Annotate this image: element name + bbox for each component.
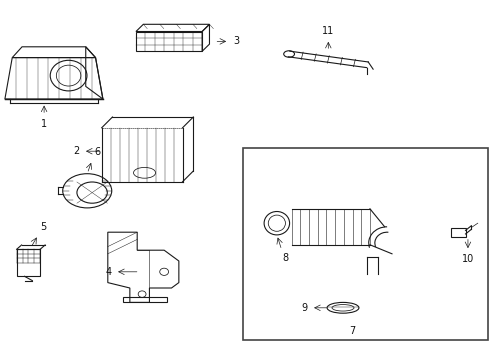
Bar bbox=[243, 148, 488, 340]
Text: 9: 9 bbox=[301, 303, 307, 313]
Text: 1: 1 bbox=[41, 119, 47, 129]
Text: 11: 11 bbox=[322, 26, 335, 36]
Text: 10: 10 bbox=[462, 254, 474, 264]
Text: 8: 8 bbox=[283, 253, 289, 263]
Text: 6: 6 bbox=[95, 147, 101, 157]
Bar bbox=[17, 249, 40, 276]
Text: 4: 4 bbox=[105, 267, 111, 277]
Bar bbox=[451, 228, 465, 237]
Text: 5: 5 bbox=[41, 222, 47, 232]
Text: 3: 3 bbox=[233, 36, 239, 46]
Bar bbox=[122, 297, 167, 302]
Text: 2: 2 bbox=[73, 146, 79, 156]
Text: 7: 7 bbox=[350, 326, 356, 336]
